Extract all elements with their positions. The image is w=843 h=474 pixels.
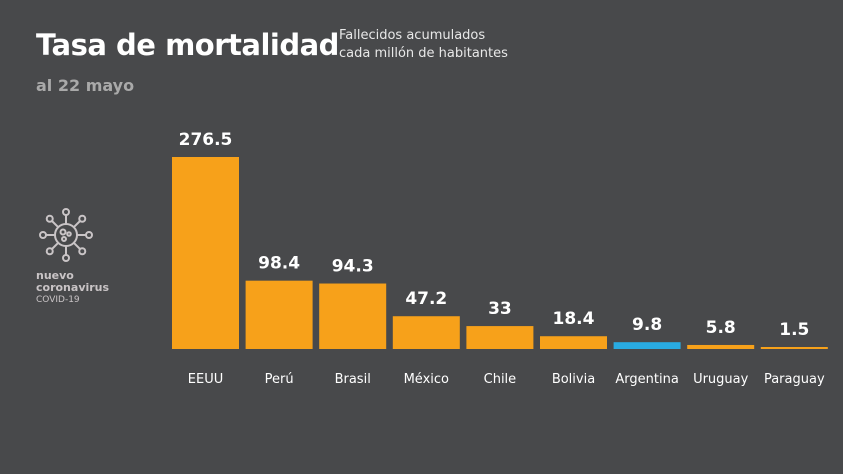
value-label: 18.4 [553,309,595,329]
date-label: al 22 mayo [36,76,135,95]
category-label: Chile [484,372,517,387]
bar-perú [245,280,313,349]
bar-uruguay [687,344,755,349]
value-label: 47.2 [405,289,447,309]
category-label: Bolivia [552,372,595,387]
bar-chile [466,326,534,349]
value-label: 9.8 [632,315,662,335]
category-label: Uruguay [693,372,749,387]
bar-eeuu [172,157,239,349]
logo-line-2: coronavirus [36,281,110,294]
logo-line-3: COVID-19 [36,295,80,305]
virus-icon [39,208,93,262]
logo-line-1: nuevo [36,269,74,282]
logo-text: nuevo coronavirus COVID-19 [36,270,109,306]
bar-méxico [392,316,460,349]
category-label: EEUU [188,372,223,387]
bar-paraguay [760,347,828,349]
subtitle-line-1: Fallecidos acumulados [339,28,486,43]
value-label: 276.5 [179,130,233,150]
bar-argentina [613,342,681,349]
value-label: 33 [488,299,512,319]
subtitle-line-2: cada millón de habitantes [339,46,508,61]
page-title: Tasa de mortalidad [36,28,339,62]
value-label: 98.4 [258,254,300,274]
bar-bolivia [540,336,607,349]
category-label: Argentina [615,372,678,387]
value-label: 1.5 [779,320,809,340]
category-label: Perú [265,372,294,387]
value-label: 5.8 [706,318,736,338]
bar-brasil [319,283,387,349]
category-label: Brasil [335,372,371,387]
category-label: Paraguay [764,372,825,387]
subtitle: Fallecidos acumulados cada millón de hab… [339,27,579,63]
category-label: México [404,372,449,387]
value-label: 94.3 [332,257,374,277]
